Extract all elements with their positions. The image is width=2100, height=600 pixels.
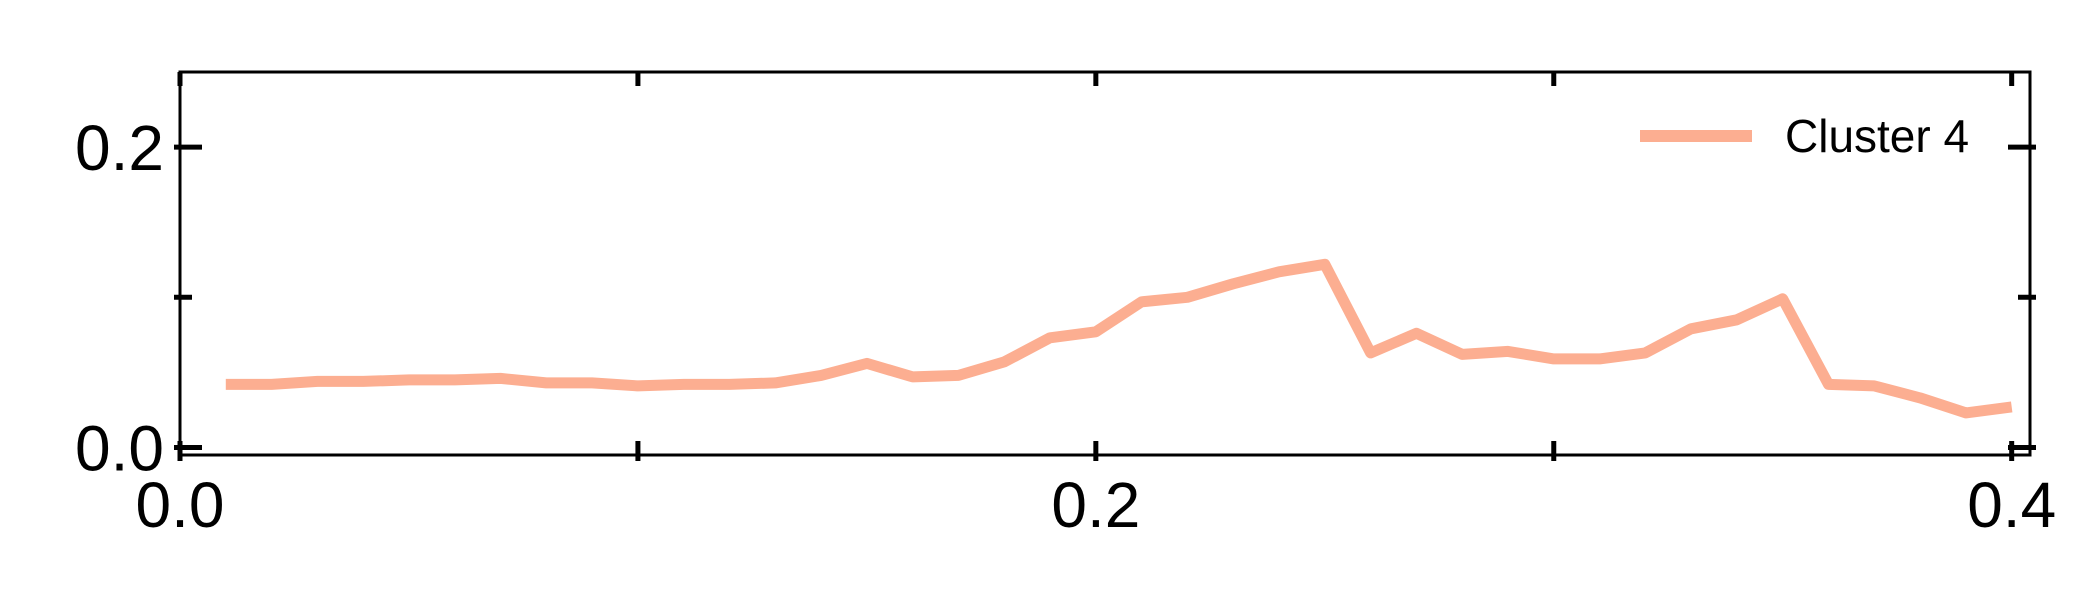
plot-area <box>225 258 2013 419</box>
x-tick-label: 0.0 <box>136 469 225 541</box>
legend: Cluster 4 <box>1640 110 1969 162</box>
tick-labels: 0.0 0.2 0.4 0.0 0.2 <box>75 112 2056 541</box>
series-line-cluster-4 <box>225 258 2013 419</box>
x-tick-label: 0.2 <box>1051 469 1140 541</box>
axis-ticks <box>174 72 2036 461</box>
legend-label-cluster-4: Cluster 4 <box>1785 110 1969 162</box>
plot-frame <box>178 70 2032 457</box>
y-tick-label: 0.2 <box>75 112 164 184</box>
x-tick-label: 0.4 <box>1967 469 2056 541</box>
y-tick-label: 0.0 <box>75 412 164 484</box>
